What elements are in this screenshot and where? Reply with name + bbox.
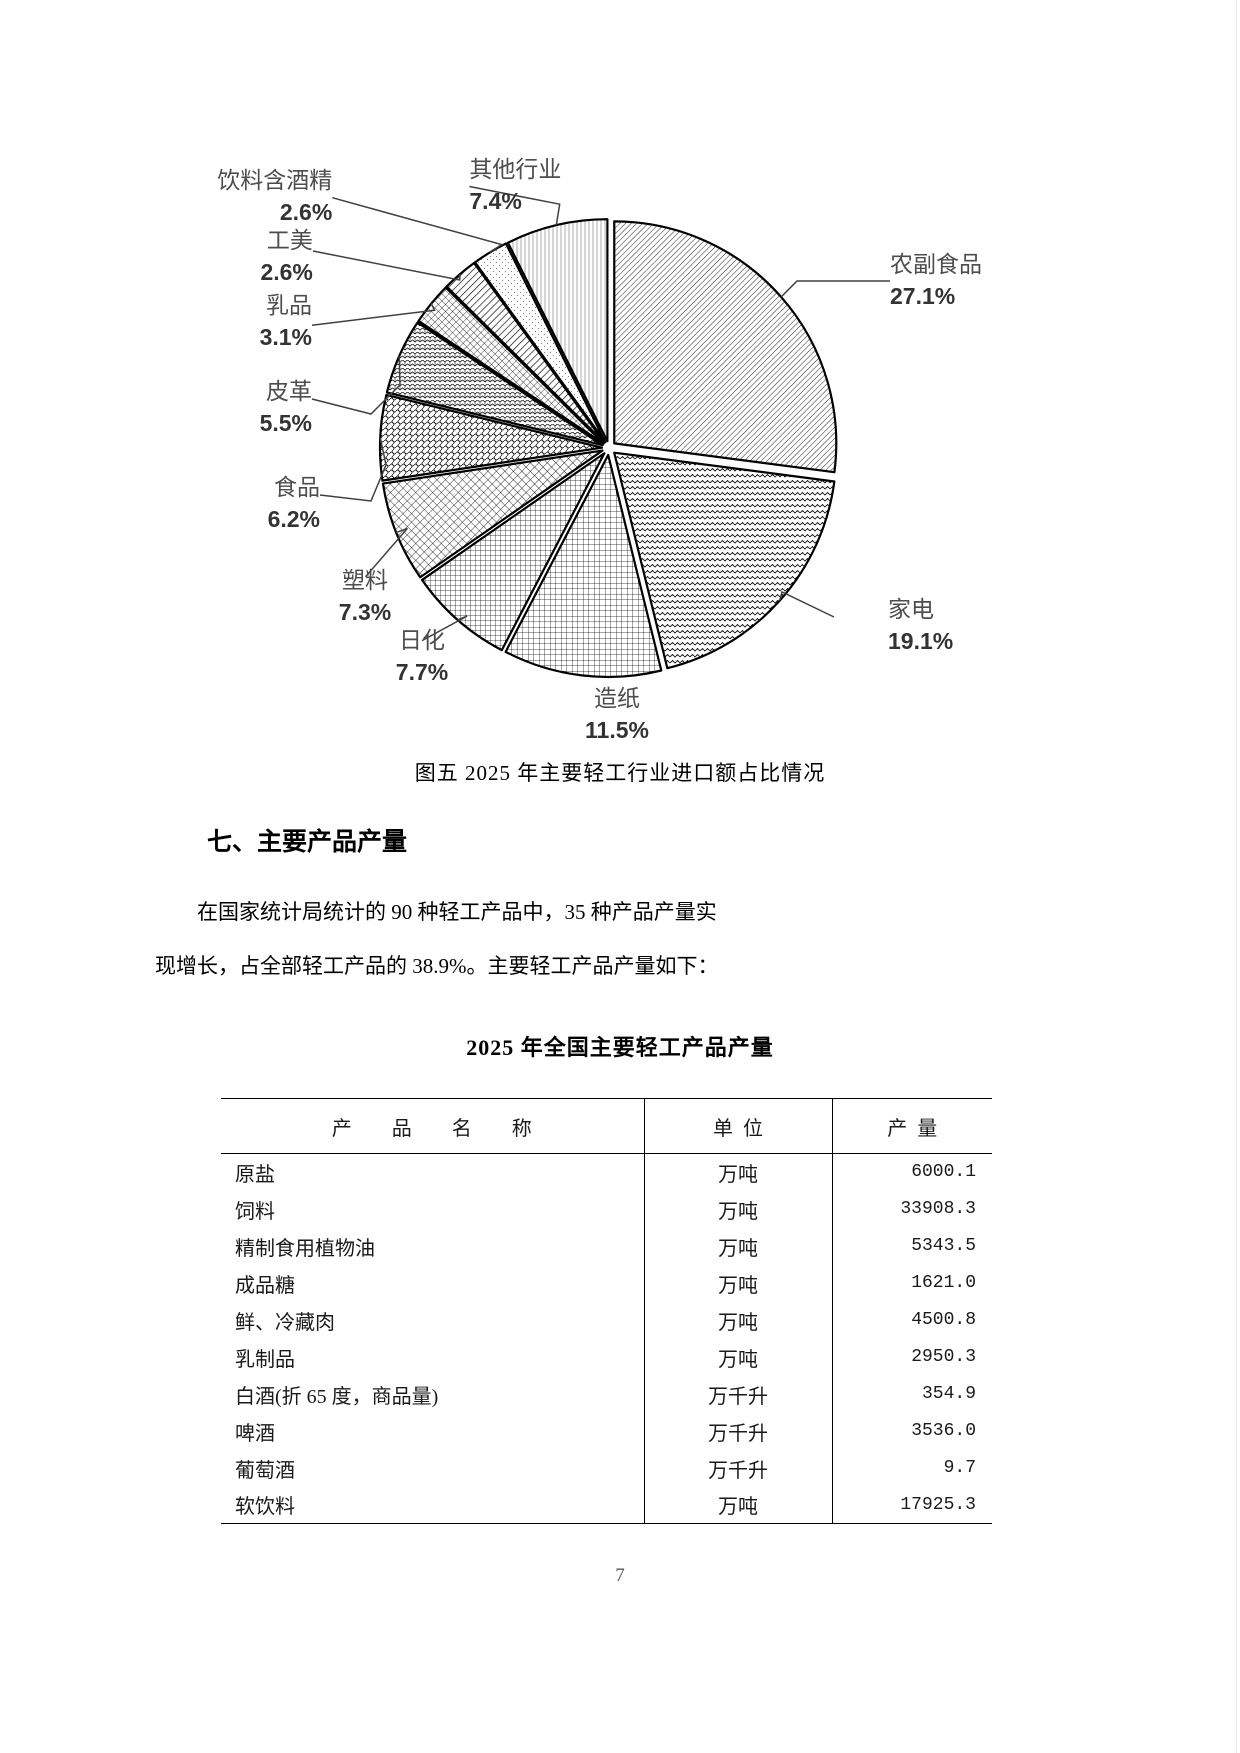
svg-text:7.7%: 7.7% [396,659,448,685]
svg-text:皮革: 皮革 [266,378,312,404]
svg-text:塑料: 塑料 [342,567,388,593]
svg-text:11.5%: 11.5% [585,717,649,743]
svg-text:19.1%: 19.1% [888,628,953,654]
svg-text:7.3%: 7.3% [339,599,391,625]
svg-text:5.5%: 5.5% [260,410,312,436]
svg-text:日化: 日化 [399,627,445,653]
svg-text:6.2%: 6.2% [268,506,320,532]
svg-text:工美: 工美 [267,227,313,253]
svg-text:其他行业: 其他行业 [469,156,561,182]
svg-text:农副食品: 农副食品 [890,251,982,277]
svg-text:2.6%: 2.6% [260,259,312,285]
svg-text:7.4%: 7.4% [469,188,521,214]
svg-text:乳品: 乳品 [266,292,312,318]
svg-text:造纸: 造纸 [594,685,640,711]
svg-text:饮料含酒精: 饮料含酒精 [217,167,332,193]
svg-text:3.1%: 3.1% [260,324,312,350]
svg-text:食品: 食品 [274,474,320,500]
svg-text:27.1%: 27.1% [890,283,955,309]
svg-text:家电: 家电 [888,596,934,622]
svg-text:2.6%: 2.6% [280,199,332,225]
